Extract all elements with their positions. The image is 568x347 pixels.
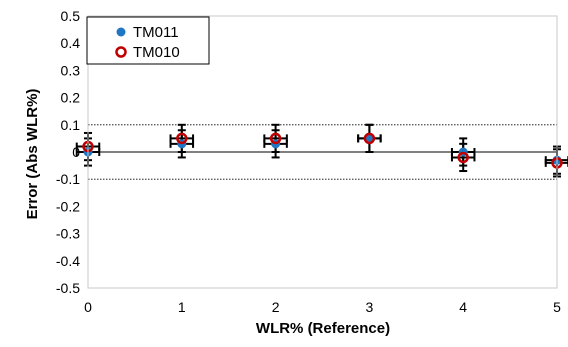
error-bar-tm010	[263, 123, 288, 153]
y-tick-label: 0.1	[61, 117, 81, 133]
x-tick-label: 0	[84, 299, 92, 315]
reference-lines	[88, 124, 557, 180]
x-tick-label: 1	[178, 299, 186, 315]
legend-marker-tm011	[116, 27, 126, 37]
y-axis-ticks: 0.50.40.30.20.10-0.1-0.2-0.3-0.4-0.5	[56, 8, 80, 296]
legend: TM011 TM010	[86, 16, 210, 65]
x-axis-title: WLR% (Reference)	[256, 320, 390, 337]
y-tick-label: -0.1	[56, 171, 80, 187]
legend-label-tm011: TM011	[133, 24, 179, 41]
x-axis-ticks: 0 1 2 3 4 5	[84, 299, 561, 315]
y-tick-label: -0.2	[56, 198, 80, 214]
y-axis-title: Error (Abs WLR%)	[24, 89, 41, 220]
data-point-tm011	[364, 133, 374, 143]
data-point-tm010	[457, 151, 469, 164]
error-bars	[75, 123, 568, 178]
data-point-tm010	[269, 132, 282, 145]
data-point-tm010	[363, 132, 376, 145]
data-point-tm010	[176, 132, 188, 145]
x-tick-label: 2	[272, 299, 280, 315]
legend-box	[86, 16, 210, 65]
y-tick-label: 0.3	[61, 62, 81, 78]
x-tick-label: 3	[366, 299, 374, 315]
y-tick-label: 0.5	[61, 8, 81, 24]
x-tick-label: 4	[459, 299, 467, 315]
y-tick-label: 0.4	[61, 35, 81, 51]
data-points	[82, 132, 563, 169]
y-tick-label: -0.4	[56, 253, 80, 269]
y-tick-label: 0.2	[61, 90, 81, 106]
x-tick-label: 5	[553, 299, 561, 315]
legend-label-tm010: TM010	[133, 44, 180, 61]
legend-marker-tm010	[115, 46, 127, 58]
plot-frame	[87, 15, 558, 289]
y-tick-label: -0.5	[56, 280, 80, 296]
y-tick-label: -0.3	[56, 226, 80, 242]
